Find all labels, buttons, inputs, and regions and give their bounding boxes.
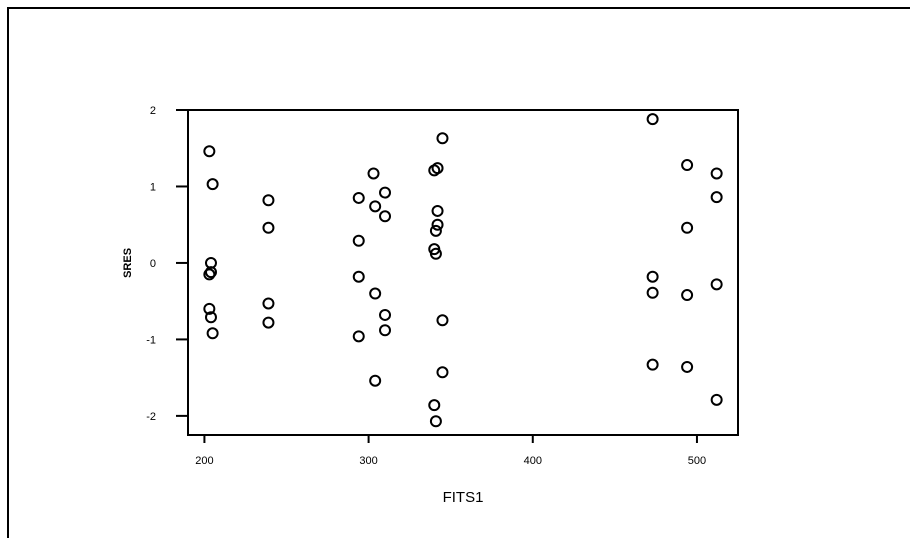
- data-point: [681, 159, 694, 172]
- y-tick-label: 1: [150, 181, 156, 193]
- y-axis: -2 -1 0 1 2: [146, 105, 188, 423]
- data-point: [369, 374, 382, 387]
- data-point: [431, 204, 444, 217]
- data-point: [352, 270, 365, 283]
- data-point: [369, 200, 382, 213]
- data-point: [352, 191, 365, 204]
- data-point: [262, 221, 275, 234]
- data-point: [379, 210, 392, 223]
- data-point: [681, 221, 694, 234]
- data-point: [431, 162, 444, 175]
- data-point: [367, 167, 380, 180]
- data-point: [262, 297, 275, 310]
- data-point: [429, 224, 442, 237]
- data-points: [203, 113, 723, 428]
- data-point: [646, 270, 659, 283]
- data-point: [710, 167, 723, 180]
- window-frame: [7, 7, 910, 538]
- data-point: [710, 393, 723, 406]
- x-tick-label: 400: [524, 455, 542, 467]
- plot-border: [187, 109, 739, 436]
- x-tick-label: 300: [359, 455, 377, 467]
- y-axis-label: SRES: [122, 248, 134, 278]
- data-point: [710, 191, 723, 204]
- data-point: [436, 366, 449, 379]
- data-point: [681, 289, 694, 302]
- data-point: [429, 247, 442, 260]
- data-point: [646, 358, 659, 371]
- y-tick-label: -1: [146, 334, 156, 346]
- data-point: [203, 145, 216, 158]
- data-point: [429, 415, 442, 428]
- data-point: [369, 287, 382, 300]
- data-point: [203, 302, 216, 315]
- data-point: [203, 268, 216, 281]
- y-tick-label: -2: [146, 411, 156, 423]
- data-point: [436, 132, 449, 145]
- data-point: [204, 266, 217, 279]
- data-point: [428, 399, 441, 412]
- data-point: [379, 308, 392, 321]
- data-point: [646, 286, 659, 299]
- data-point: [681, 360, 694, 373]
- data-point: [646, 113, 659, 126]
- data-point: [379, 324, 392, 337]
- data-point: [262, 316, 275, 329]
- data-point: [352, 234, 365, 247]
- data-point: [206, 178, 219, 191]
- x-axis-label: FITS1: [443, 489, 484, 506]
- data-point: [710, 278, 723, 291]
- data-point: [431, 218, 444, 231]
- y-tick-label: 2: [150, 105, 156, 117]
- x-tick-label: 500: [688, 455, 706, 467]
- data-point: [262, 194, 275, 207]
- x-axis: 200 300 400 500: [195, 435, 706, 467]
- plot-area: -2 -1 0 1 2 200 300 400 500 FITS1 SRES: [122, 105, 739, 506]
- data-point: [352, 330, 365, 343]
- data-point: [206, 327, 219, 340]
- data-point: [204, 311, 217, 324]
- x-tick-label: 200: [195, 455, 213, 467]
- data-point: [379, 186, 392, 199]
- data-point: [436, 314, 449, 327]
- y-tick-label: 0: [150, 258, 156, 270]
